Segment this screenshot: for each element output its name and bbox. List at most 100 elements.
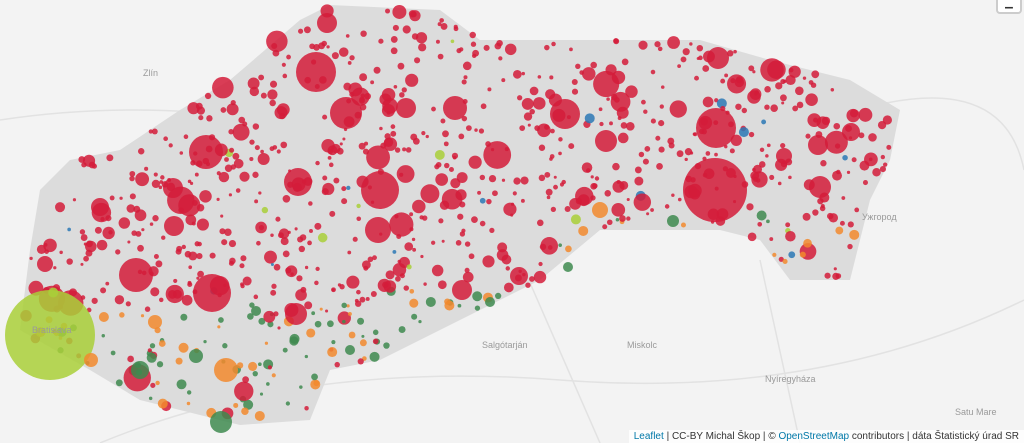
bubble [501,254,512,265]
bubble [357,317,365,325]
bubble [347,311,352,316]
bubble [571,78,578,85]
bubble [158,340,166,347]
bubble [399,273,405,279]
bubble [5,290,95,380]
bubble [510,213,514,217]
bubble [594,176,600,181]
bubble [261,206,269,214]
bubble [308,201,313,206]
bubble [868,157,873,162]
bubble [385,8,391,14]
bubble [359,339,367,347]
bubble [402,25,411,34]
bubble [529,276,535,282]
bubble [342,137,346,141]
bubble [181,244,186,250]
bubble [705,151,711,156]
bubble [819,205,826,212]
bubble [638,40,648,50]
bubble [561,179,566,185]
bubble [91,297,98,304]
bubble [457,213,464,220]
bubble [702,96,714,108]
bubble [461,79,467,85]
bubble [363,265,369,271]
bubble [595,130,617,152]
bubble [409,298,419,308]
bubble [299,385,303,389]
bubble [224,157,229,162]
bubble [788,175,792,180]
bubble [311,373,318,381]
bubble [438,218,444,224]
bubble [534,125,540,131]
bubble [578,225,589,236]
bubble [403,285,410,291]
bubble [479,174,486,181]
bubble [616,179,621,184]
bubble [833,122,841,130]
bubble [109,195,115,201]
bubble [252,123,260,130]
bubble [846,108,860,123]
bubble [67,227,71,232]
bubble [730,78,736,84]
zoom-out-button[interactable]: – [996,0,1022,16]
bubble [258,317,266,325]
osm-link[interactable]: OpenStreetMap [778,431,850,442]
bubble [216,171,221,176]
bubble [466,125,472,131]
bubble [300,286,307,293]
bubble [411,313,418,320]
bubble [563,262,573,272]
bubble [228,260,234,266]
bubble [842,154,848,161]
bubble [408,10,417,18]
bubble [521,97,534,110]
bubble [780,94,787,102]
bubble [450,39,455,44]
bubble [359,73,368,82]
leaflet-link[interactable]: Leaflet [633,431,664,442]
bubble [337,283,342,287]
bubble [474,128,478,132]
bubble [315,160,320,166]
bubble [769,237,774,241]
bubble [144,166,149,171]
bubble [398,256,410,269]
bubble [810,82,817,88]
bubble [189,349,203,363]
bubble [525,282,531,288]
bubble [394,147,401,153]
bubble [68,288,77,297]
bubble [321,188,329,196]
bubble [115,379,123,387]
bubble [571,88,579,95]
bubble [605,64,617,76]
bubble [315,266,320,271]
bubble [135,172,150,187]
bubble [441,188,463,210]
bubble [816,116,830,130]
bubble [462,61,472,71]
bubble [239,171,250,182]
bubble [229,147,235,153]
bubble [453,24,458,29]
bubble [282,194,291,203]
bubble [267,89,278,100]
bubble [357,358,364,365]
bubble [191,221,196,226]
bubble [788,251,796,259]
bubble [483,141,512,169]
bubble [468,253,475,260]
bubble [280,237,289,246]
bubble [621,58,629,66]
bubble [317,232,328,243]
bubble [664,204,670,209]
bubble [263,310,276,323]
bubble [188,251,198,261]
bubble [119,196,123,200]
bubble [270,289,277,296]
bubble [247,313,254,320]
